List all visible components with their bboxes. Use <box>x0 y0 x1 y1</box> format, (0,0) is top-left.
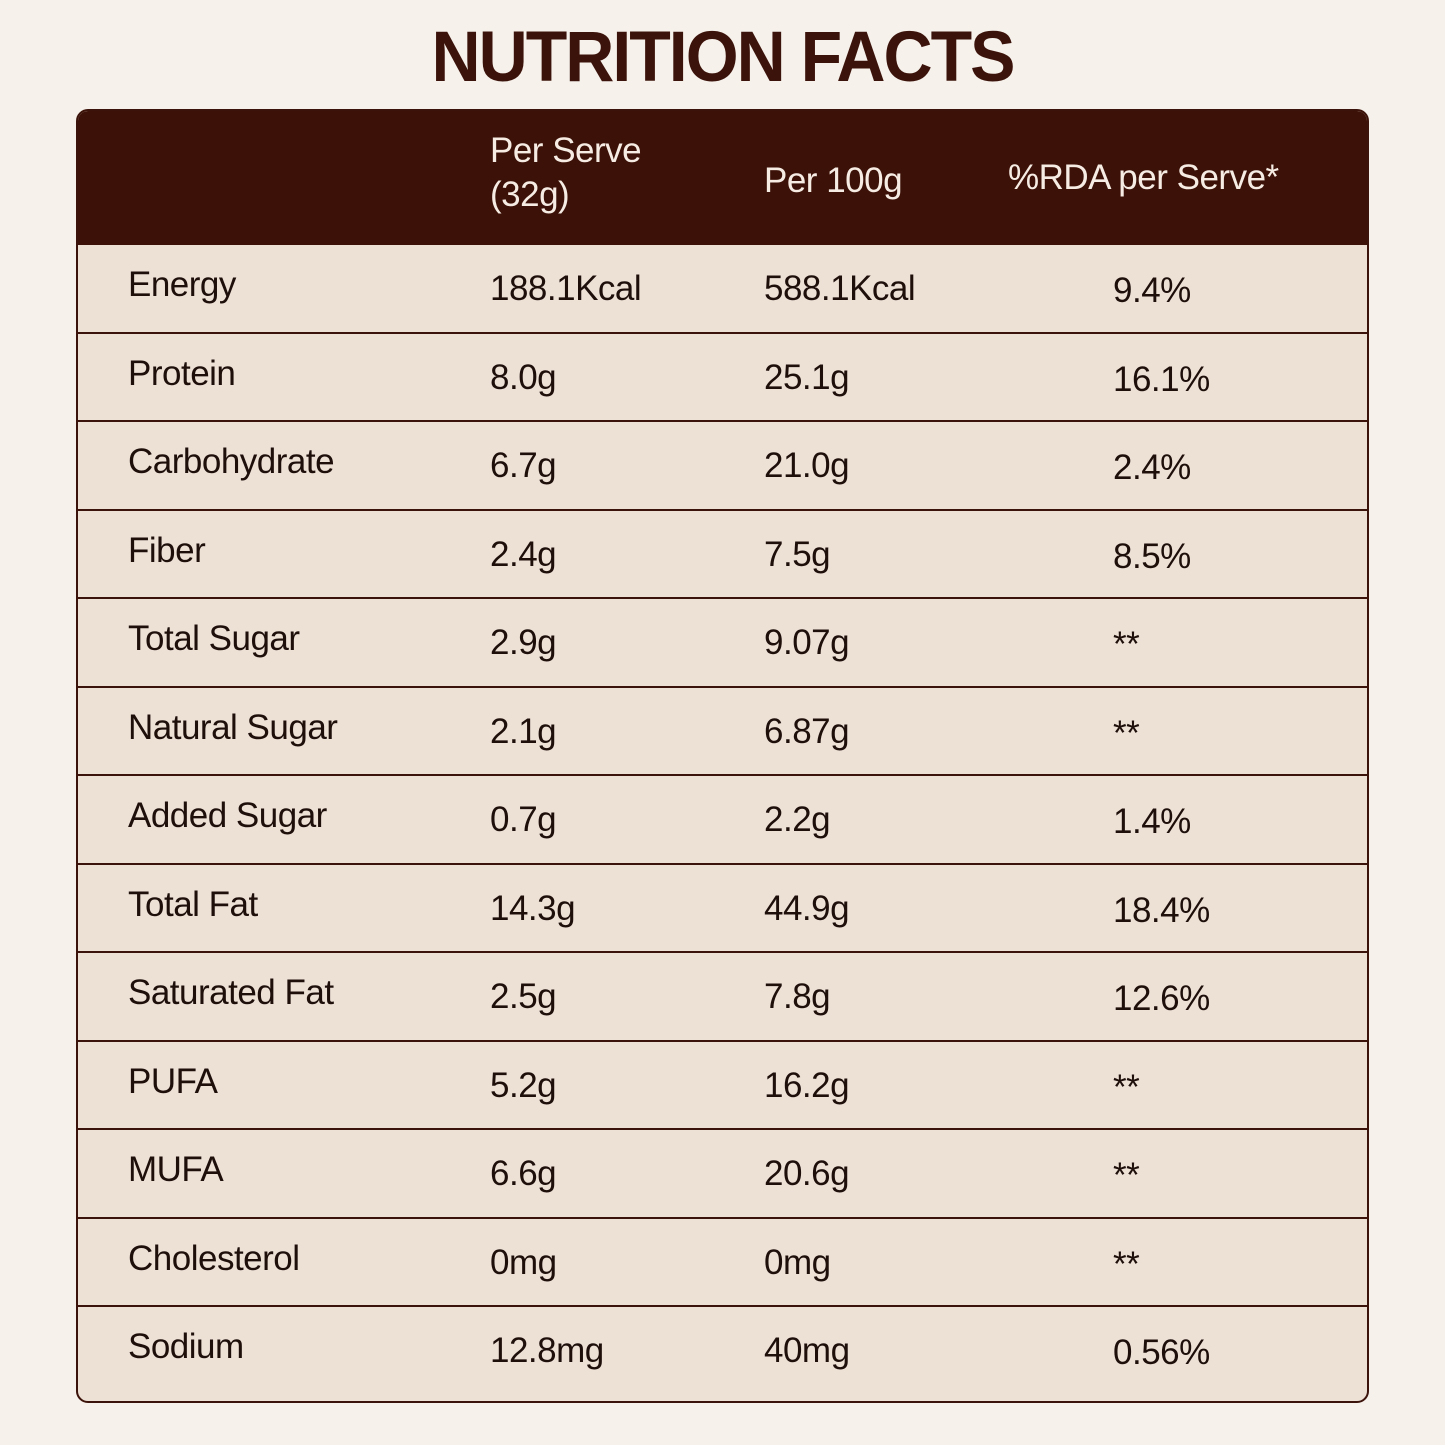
per-serve-value: 0mg <box>490 1242 557 1282</box>
per-serve-value: 2.5g <box>490 977 557 1016</box>
table-row: Protein 8.0g 25.1g 16.1% <box>78 334 1367 422</box>
per-serve-value: 6.7g <box>490 446 557 485</box>
rda-value: 8.5% <box>1113 536 1191 576</box>
per-serve-value: 2.1g <box>490 711 557 751</box>
per-100g-value: 6.87g <box>764 711 850 751</box>
header-per-serve: Per Serve (32g) <box>490 129 720 217</box>
per-100g-value: 20.6g <box>764 1154 850 1193</box>
per-100g-value: 25.1g <box>764 357 850 397</box>
rda-value: ** <box>1113 1156 1140 1195</box>
table-row: Natural Sugar 2.1g 6.87g ** <box>78 688 1367 776</box>
table-row: Saturated Fat 2.5g 7.8g 12.6% <box>78 953 1367 1042</box>
rda-value: 12.6% <box>1113 979 1210 1018</box>
header-rda: %RDA per Serve* <box>1008 158 1279 197</box>
table-row: MUFA 6.6g 20.6g ** <box>78 1130 1367 1219</box>
per-serve-value: 188.1Kcal <box>490 269 642 308</box>
per-serve-value: 12.8mg <box>490 1331 604 1370</box>
table-row: Carbohydrate 6.7g 21.0g 2.4% <box>78 422 1367 511</box>
table-row: PUFA 5.2g 16.2g ** <box>78 1042 1367 1130</box>
per-100g-value: 588.1Kcal <box>764 269 916 308</box>
per-100g-value: 9.07g <box>764 623 850 662</box>
table-row: Added Sugar 0.7g 2.2g 1.4% <box>78 776 1367 865</box>
header-per-100g: Per 100g <box>764 161 903 200</box>
nutrient-name: Added Sugar <box>128 796 327 835</box>
rda-value: 16.1% <box>1113 359 1210 399</box>
nutrient-name: PUFA <box>128 1061 218 1101</box>
per-100g-value: 40mg <box>764 1331 850 1370</box>
per-100g-value: 21.0g <box>764 446 850 485</box>
rda-value: ** <box>1113 625 1140 664</box>
nutrient-name: Protein <box>128 353 236 393</box>
rda-value: ** <box>1113 1244 1140 1284</box>
table-row: Total Sugar 2.9g 9.07g ** <box>78 599 1367 688</box>
table-row: Energy 188.1Kcal 588.1Kcal 9.4% <box>78 245 1367 334</box>
nutrient-name: Fiber <box>128 530 206 570</box>
per-serve-value: 2.9g <box>490 623 557 662</box>
rda-value: 0.56% <box>1113 1333 1210 1372</box>
nutrition-table: Per Serve (32g) Per 100g %RDA per Serve*… <box>76 109 1369 1403</box>
per-serve-value: 2.4g <box>490 534 557 574</box>
table-row: Total Fat 14.3g 44.9g 18.4% <box>78 865 1367 953</box>
table-header: Per Serve (32g) Per 100g %RDA per Serve* <box>78 111 1367 245</box>
rda-value: 18.4% <box>1113 890 1210 930</box>
table-row: Cholesterol 0mg 0mg ** <box>78 1219 1367 1307</box>
per-serve-value: 8.0g <box>490 357 557 397</box>
rda-value: 1.4% <box>1113 802 1191 841</box>
rda-value: 2.4% <box>1113 448 1191 487</box>
nutrient-name: Energy <box>128 265 236 304</box>
nutrient-name: Saturated Fat <box>128 973 334 1012</box>
per-serve-value: 6.6g <box>490 1154 557 1193</box>
table-row: Sodium 12.8mg 40mg 0.56% <box>78 1307 1367 1396</box>
nutrient-name: Total Sugar <box>128 619 300 658</box>
nutrient-name: MUFA <box>128 1150 224 1189</box>
per-100g-value: 7.5g <box>764 534 831 574</box>
nutrient-name: Natural Sugar <box>128 707 338 747</box>
per-serve-value: 14.3g <box>490 888 576 928</box>
rda-value: ** <box>1113 713 1140 753</box>
per-serve-value: 5.2g <box>490 1065 557 1105</box>
table-row: Fiber 2.4g 7.5g 8.5% <box>78 511 1367 599</box>
nutrient-name: Total Fat <box>128 884 258 924</box>
per-serve-value: 0.7g <box>490 800 557 839</box>
table-body: Energy 188.1Kcal 588.1Kcal 9.4% Protein … <box>78 245 1367 1396</box>
header-per-serve-line1: Per Serve <box>490 131 642 170</box>
per-100g-value: 16.2g <box>764 1065 850 1105</box>
per-100g-value: 7.8g <box>764 977 831 1016</box>
nutrient-name: Carbohydrate <box>128 442 335 481</box>
per-100g-value: 2.2g <box>764 800 831 839</box>
header-per-serve-line2: (32g) <box>490 175 570 214</box>
rda-value: 9.4% <box>1113 271 1191 310</box>
nutrient-name: Sodium <box>128 1327 244 1366</box>
rda-value: ** <box>1113 1067 1140 1107</box>
page-title: NUTRITION FACTS <box>431 17 1016 97</box>
per-100g-value: 44.9g <box>764 888 850 928</box>
nutrient-name: Cholesterol <box>128 1238 300 1278</box>
per-100g-value: 0mg <box>764 1242 831 1282</box>
